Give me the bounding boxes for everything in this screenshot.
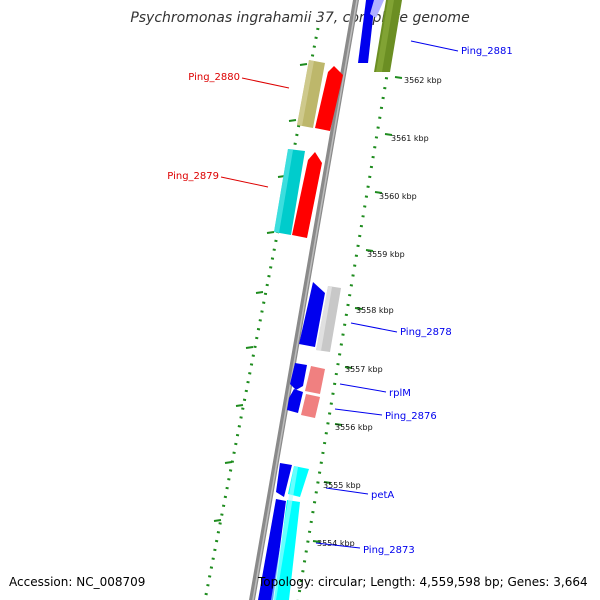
tick-label: 3556 kbp — [335, 423, 373, 432]
topology-label: Topology: circular; Length: 4,559,598 bp… — [258, 575, 588, 589]
gene-leader-line — [220, 176, 269, 188]
gene-arrow-red-2879 — [292, 152, 322, 238]
kbp-tick-labels: 3562 kbp 3561 kbp 3560 kbp 3559 kbp 3558 kbp… — [317, 76, 442, 548]
left-tick-marks — [213, 63, 308, 522]
tick-label: 3555 kbp — [323, 481, 361, 490]
tick-label: 3558 kbp — [356, 306, 394, 315]
gene-arrow-blue-top — [358, 0, 375, 63]
gene-arrow-blue-2876 — [287, 389, 303, 413]
accession-label: Accession: NC_008709 — [9, 575, 146, 589]
gene-leader-line — [334, 408, 383, 416]
gene-label: Ping_2878 — [400, 327, 452, 338]
gene-leader-line — [410, 40, 459, 52]
gene-label: Ping_2876 — [385, 411, 437, 422]
gene-pink-2876 — [301, 394, 320, 418]
gene-arrow-light-top — [370, 0, 384, 18]
gene-label: Ping_2873 — [363, 545, 415, 556]
gene-arrow-blue-2878 — [299, 282, 325, 347]
gene-leader-line — [325, 487, 369, 495]
gene-label: Ping_2881 — [461, 46, 513, 57]
tick-label: 3557 kbp — [345, 365, 383, 374]
tick-label: 3561 kbp — [391, 134, 429, 143]
gene-arrow-blue-rplm — [290, 363, 307, 390]
gene-label: Ping_2880 — [188, 72, 240, 83]
gene-cyan-2873 — [274, 500, 300, 600]
gene-leader-line — [350, 322, 398, 333]
tick-label: 3560 kbp — [379, 192, 417, 201]
tick-label: 3559 kbp — [367, 250, 405, 259]
gene-leader-line — [241, 77, 290, 89]
gene-pink-rplm — [305, 366, 325, 394]
gene-labels: Ping_2881 Ping_2880 Ping_2879 Ping_2878 rplM… — [167, 40, 513, 556]
gene-label: Ping_2879 — [167, 171, 219, 182]
gene-blue-2873 — [258, 499, 286, 600]
gene-leader-line — [339, 383, 387, 393]
right-tick-marks — [312, 76, 403, 543]
tick-label: 3562 kbp — [404, 76, 442, 85]
gene-arrow-red-2880 — [315, 66, 343, 131]
gene-label: petA — [371, 490, 394, 501]
gene-leader-line — [315, 542, 361, 549]
backbone-highlight — [252, 0, 358, 600]
gene-arrow-blue-peta — [276, 463, 292, 497]
gc-track-right — [296, 27, 397, 600]
gene-label: rplM — [389, 388, 411, 399]
tick-label: 3554 kbp — [317, 539, 355, 548]
